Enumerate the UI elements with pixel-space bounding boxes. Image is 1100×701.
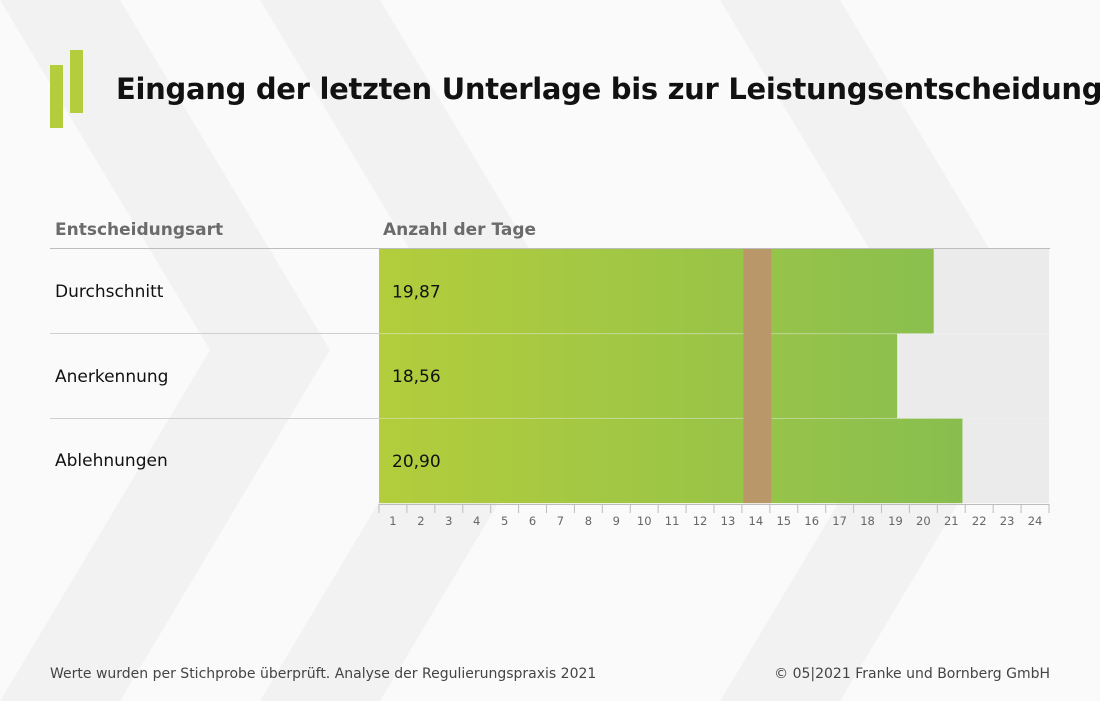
row-label-anerkennung: Anerkennung (55, 367, 169, 387)
x-tick-label: 4 (473, 514, 480, 528)
bar-value-label: 19,87 (392, 282, 441, 302)
bar-row-separator (379, 417, 1049, 419)
bar-anerkennung (379, 333, 898, 419)
bar-value-label: 18,56 (392, 367, 441, 387)
row-label-durchschnitt: Durchschnitt (55, 282, 164, 302)
x-tick-label: 3 (445, 514, 452, 528)
brand-logo (50, 50, 83, 128)
x-tick-label: 10 (637, 514, 652, 528)
x-tick-label: 23 (1000, 514, 1015, 528)
x-tick-label: 7 (557, 514, 564, 528)
x-tick-label: 5 (501, 514, 508, 528)
x-tick-label: 17 (832, 514, 847, 528)
column-header-category: Entscheidungsart (55, 220, 224, 240)
x-tick-label: 20 (916, 514, 931, 528)
x-tick-label: 18 (860, 514, 875, 528)
highlight-band (743, 249, 772, 504)
chart-title: Eingang der letzten Unterlage bis zur Le… (116, 72, 1100, 106)
row-divider (50, 333, 379, 334)
x-tick-label: 16 (804, 514, 819, 528)
x-tick-label: 2 (417, 514, 424, 528)
x-tick-label: 12 (693, 514, 708, 528)
row-label-ablehnungen: Ablehnungen (55, 451, 168, 471)
footer-copyright: © 05|2021 Franke und Bornberg GmbH (774, 666, 1050, 682)
x-tick-label: 8 (585, 514, 592, 528)
x-tick-label: 9 (613, 514, 620, 528)
header-divider (50, 248, 1050, 249)
x-tick-label: 13 (721, 514, 736, 528)
row-divider (50, 418, 379, 419)
x-tick-label: 15 (776, 514, 791, 528)
x-tick-label: 24 (1028, 514, 1043, 528)
bar-ablehnungen (379, 418, 963, 504)
x-tick-label: 19 (888, 514, 903, 528)
bar-row-separator (379, 333, 1049, 335)
x-tick-label: 14 (749, 514, 764, 528)
x-tick-label: 1 (389, 514, 396, 528)
bar-durchschnitt (379, 249, 934, 334)
x-tick-label: 11 (665, 514, 680, 528)
footer-note: Werte wurden per Stichprobe überprüft. A… (50, 666, 597, 682)
x-tick-label: 6 (529, 514, 536, 528)
x-tick-label: 22 (972, 514, 987, 528)
x-tick-label: 21 (944, 514, 959, 528)
column-header-value: Anzahl der Tage (383, 220, 537, 240)
bar-value-label: 20,90 (392, 452, 441, 472)
